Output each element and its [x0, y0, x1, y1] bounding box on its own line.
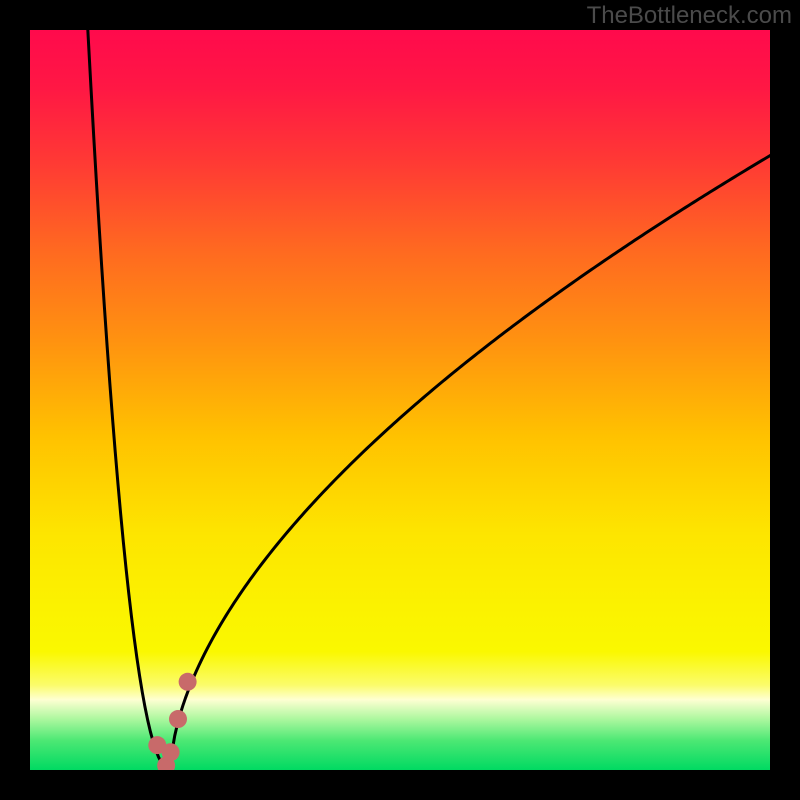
sweet-spot-marker	[179, 673, 197, 691]
sweet-spot-marker	[162, 743, 180, 761]
gradient-background	[30, 30, 770, 770]
chart-svg	[0, 0, 800, 800]
sweet-spot-marker	[169, 710, 187, 728]
watermark-text: TheBottleneck.com	[587, 2, 792, 30]
chart-frame: TheBottleneck.com	[0, 0, 800, 800]
